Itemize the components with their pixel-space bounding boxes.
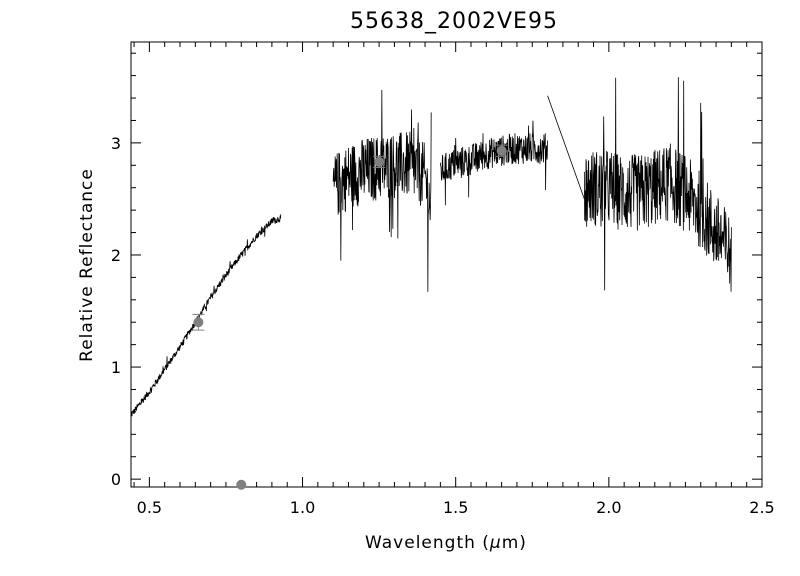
x-axis: 0.5 1.0 1.5 2.0 2.5 (133, 42, 775, 517)
spectrum-line (131, 214, 282, 417)
y-tick-label: 3 (111, 134, 121, 153)
series-layer (131, 77, 732, 417)
y-tick-label: 1 (111, 358, 121, 377)
x-axis-label-prefix: Wavelength ( (365, 533, 490, 553)
photometry-point (374, 156, 385, 167)
x-tick-label: 0.5 (137, 498, 162, 517)
x-tick-label: 2.5 (749, 498, 774, 517)
x-tick-label: 1.5 (443, 498, 468, 517)
plot-frame (130, 41, 763, 488)
x-axis-label-mu: μ (489, 533, 502, 553)
x-axis-label-suffix: m) (502, 533, 527, 553)
spectrum-line (583, 77, 732, 292)
x-tick-label: 1.0 (290, 498, 315, 517)
photometry-points (192, 144, 508, 490)
photometry-point (236, 479, 247, 490)
y-axis-label: Relative Reflectance (77, 168, 97, 362)
x-tick-label: 2.0 (596, 498, 621, 517)
spectrum-line (332, 89, 432, 292)
x-axis-label: Wavelength (μm) (365, 533, 527, 553)
spectrum-line (439, 120, 548, 206)
photometry-point (193, 317, 204, 328)
photometry-point (496, 145, 507, 156)
y-tick-label: 2 (111, 246, 121, 265)
y-tick-label: 0 (111, 470, 121, 489)
spectrum-line (547, 95, 585, 200)
y-axis: 0 1 2 3 (111, 52, 762, 489)
chart-title: 55638_2002VE95 (350, 9, 558, 34)
